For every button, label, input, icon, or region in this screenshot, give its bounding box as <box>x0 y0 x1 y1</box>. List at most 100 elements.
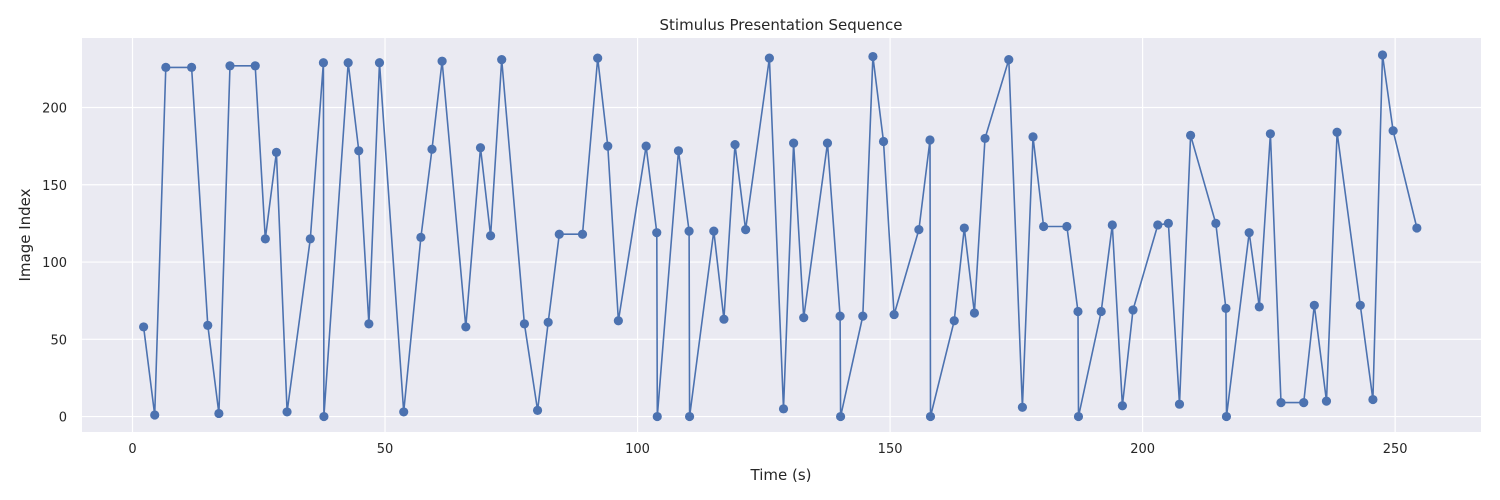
data-point <box>497 55 507 65</box>
data-point <box>225 61 235 71</box>
data-point <box>925 411 936 422</box>
data-point <box>1276 398 1286 408</box>
x-tick-label: 100 <box>625 442 650 457</box>
data-point <box>1254 302 1264 312</box>
data-point <box>543 317 553 327</box>
data-point <box>959 223 969 233</box>
y-tick-label: 50 <box>50 333 67 348</box>
data-point <box>1309 300 1319 310</box>
data-point <box>1073 411 1084 422</box>
data-point <box>914 224 924 235</box>
data-point <box>593 53 603 63</box>
data-point <box>835 411 846 422</box>
x-axis-label: Time (s) <box>750 466 812 484</box>
data-point <box>1004 55 1014 65</box>
data-point <box>532 405 543 415</box>
data-point <box>822 138 833 148</box>
data-point <box>719 314 729 324</box>
chart-title: Stimulus Presentation Sequence <box>660 16 903 34</box>
data-point <box>437 56 447 66</box>
data-point <box>1377 50 1388 60</box>
data-point <box>271 147 282 157</box>
data-point <box>764 53 774 63</box>
data-point <box>374 58 385 68</box>
data-point <box>139 322 149 332</box>
data-point <box>1388 126 1398 136</box>
data-point <box>641 141 651 151</box>
data-point <box>778 404 789 414</box>
data-point <box>354 146 364 156</box>
data-point <box>186 62 197 72</box>
data-point <box>925 135 935 145</box>
data-point <box>889 309 899 320</box>
data-point <box>343 58 353 68</box>
data-point <box>1355 300 1365 310</box>
data-point <box>1321 396 1332 406</box>
data-point <box>1128 305 1138 315</box>
data-point <box>1096 306 1106 317</box>
data-point <box>1117 401 1128 411</box>
y-axis-label: Image Index <box>16 188 34 281</box>
data-point <box>427 144 437 154</box>
data-point <box>399 407 409 417</box>
data-point <box>1174 399 1185 409</box>
data-point <box>1368 394 1378 405</box>
data-point <box>250 61 260 71</box>
data-point <box>1412 223 1422 233</box>
data-point <box>1221 303 1231 313</box>
data-point <box>1073 306 1083 317</box>
data-point <box>1107 220 1117 230</box>
data-point <box>554 229 564 239</box>
data-point <box>1221 411 1232 422</box>
data-point <box>318 58 329 68</box>
data-point <box>519 319 530 329</box>
data-point <box>577 229 588 239</box>
data-point <box>868 51 878 62</box>
data-point <box>161 62 171 72</box>
data-point <box>364 319 374 329</box>
data-point <box>1185 130 1196 140</box>
data-point <box>980 133 990 144</box>
data-point <box>1028 132 1038 142</box>
data-point <box>1153 220 1163 230</box>
data-point <box>1039 221 1049 232</box>
data-point <box>684 226 694 236</box>
data-point <box>1062 221 1072 232</box>
data-point <box>684 411 695 422</box>
y-tick-label: 150 <box>42 179 67 194</box>
data-point <box>203 320 213 330</box>
data-point <box>789 138 799 148</box>
data-point <box>305 234 315 244</box>
data-point <box>1332 127 1342 137</box>
tick-labels: 0 50 100 150 200 250 0 50 100 150 200 <box>42 102 1407 457</box>
y-tick-label: 200 <box>42 102 67 117</box>
data-point <box>835 311 845 321</box>
y-tick-label: 100 <box>42 256 67 271</box>
x-tick-label: 50 <box>377 442 394 457</box>
data-point <box>878 136 889 147</box>
data-point <box>1299 398 1309 408</box>
data-point <box>485 231 496 241</box>
data-point <box>475 143 486 153</box>
data-point <box>1163 218 1173 229</box>
data-point <box>709 226 719 236</box>
data-point <box>673 146 684 156</box>
data-point <box>150 410 160 420</box>
data-point <box>214 408 224 419</box>
x-tick-label: 150 <box>878 442 903 457</box>
x-tick-label: 200 <box>1130 442 1155 457</box>
data-point <box>741 224 751 235</box>
data-point <box>858 311 868 321</box>
data-point <box>949 316 959 326</box>
data-point <box>613 316 623 326</box>
data-point <box>260 234 270 244</box>
data-point <box>1244 228 1254 238</box>
series-layer <box>139 50 1422 422</box>
data-point <box>969 308 980 318</box>
y-tick-label: 0 <box>59 411 67 426</box>
data-point <box>603 141 613 151</box>
data-point <box>799 313 809 323</box>
data-point <box>319 411 329 422</box>
data-point <box>1265 129 1275 139</box>
